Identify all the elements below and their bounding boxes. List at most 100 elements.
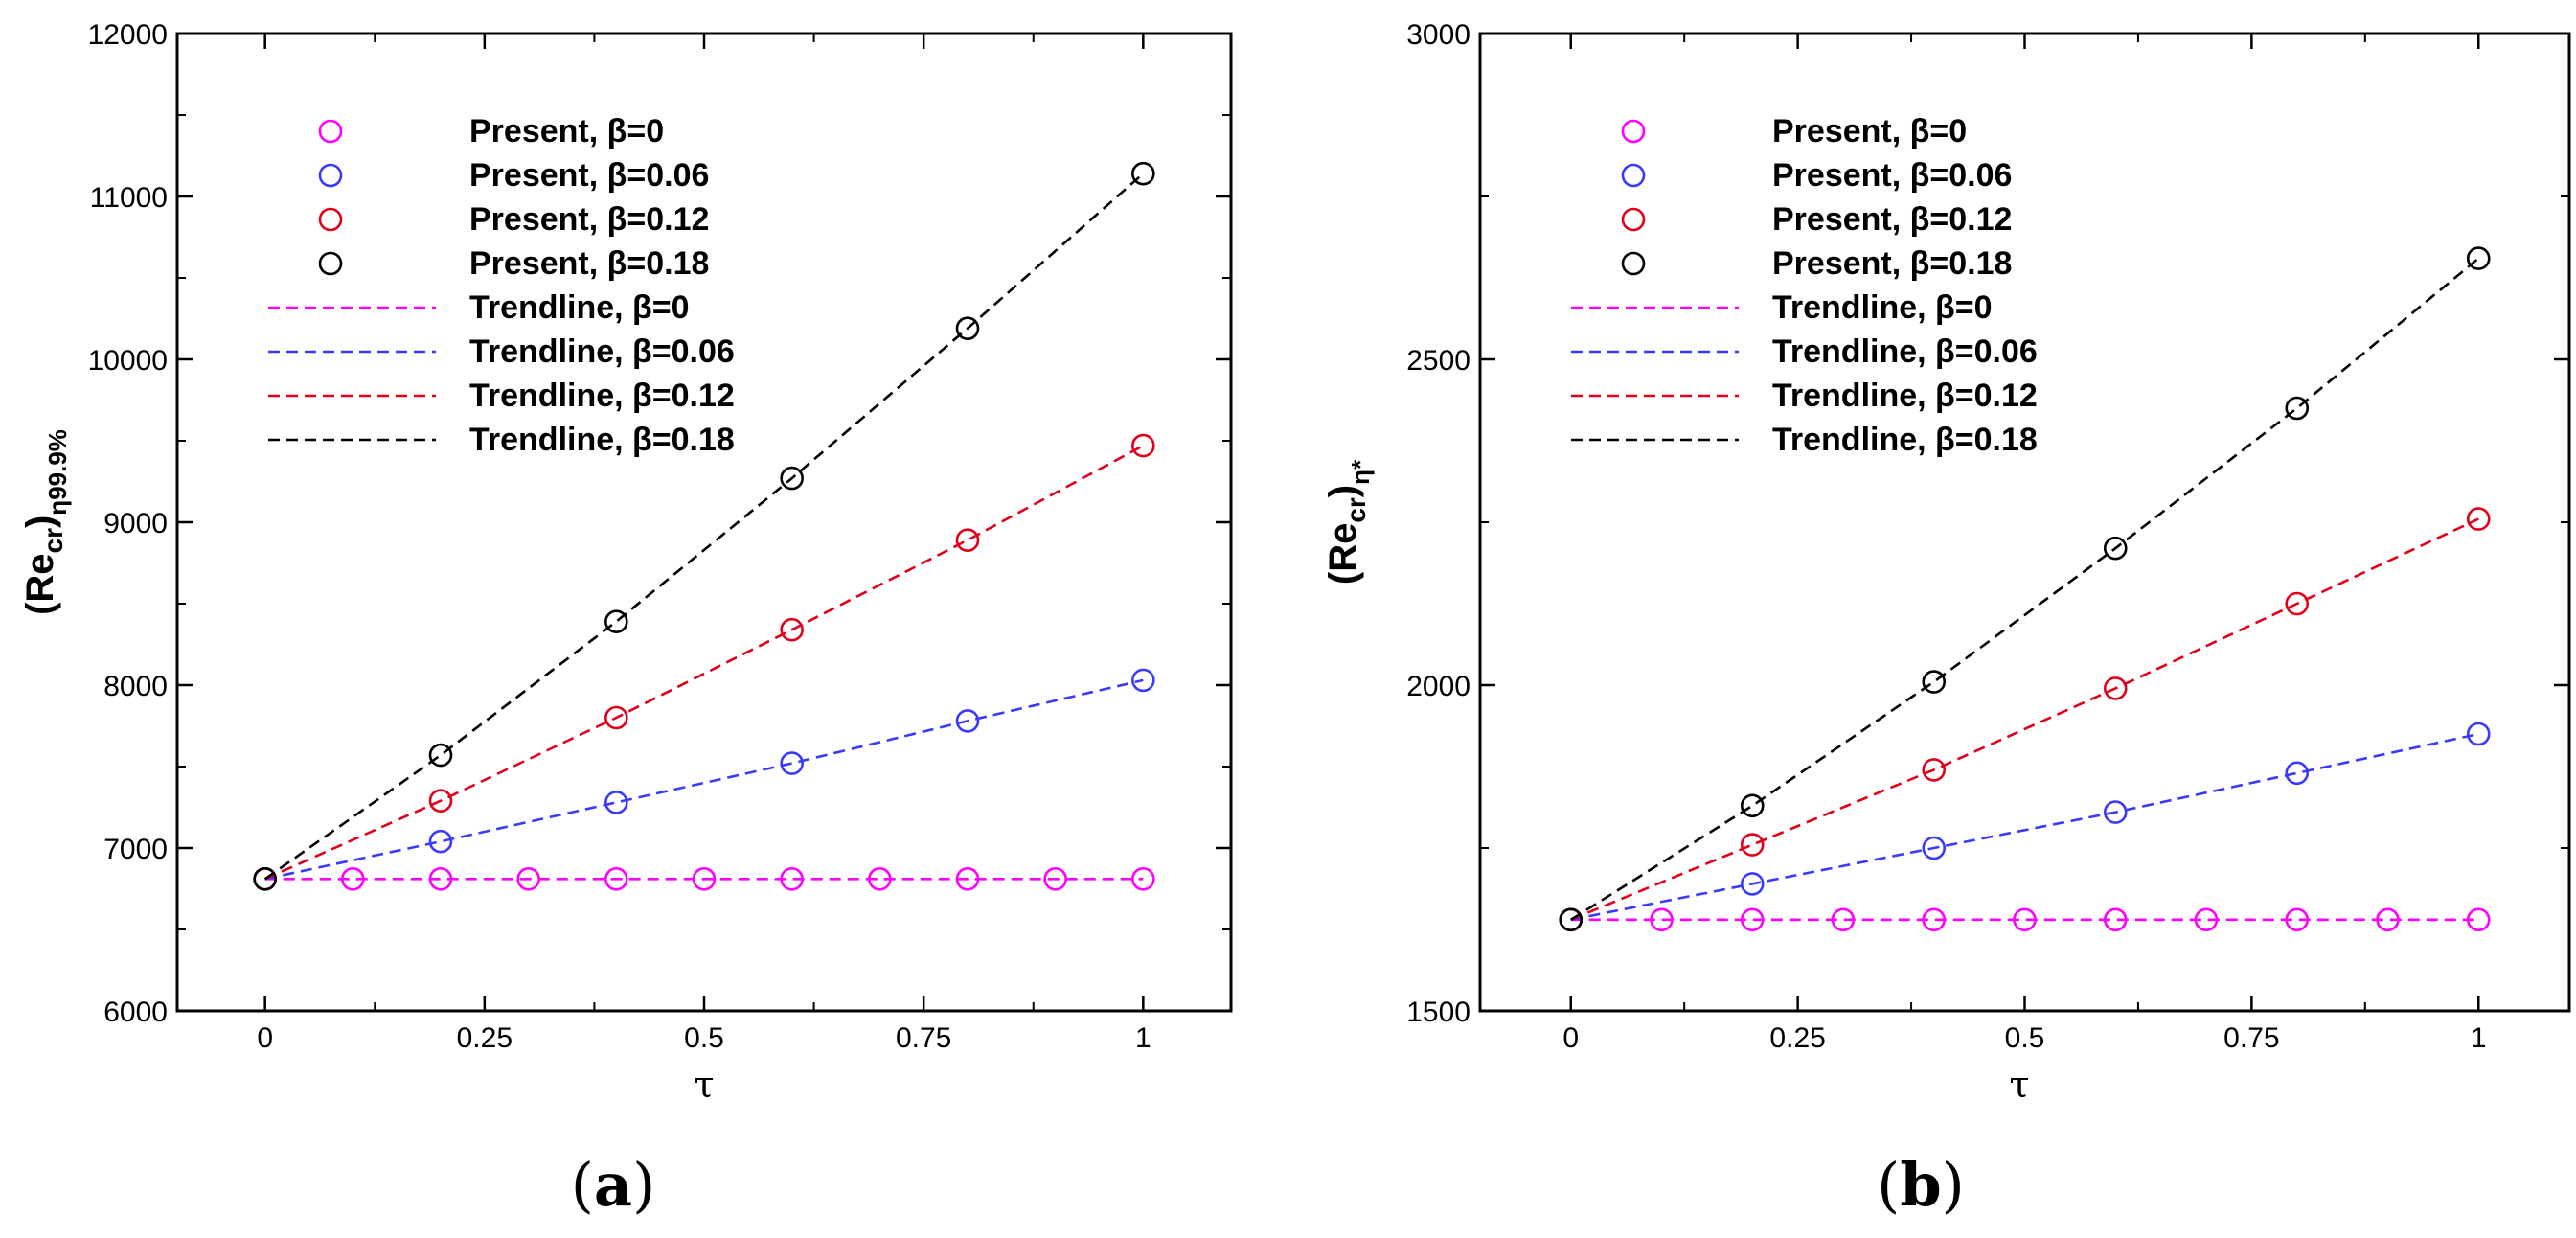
legend-label: Present, β=0.18 xyxy=(1772,245,2012,282)
data-point xyxy=(955,528,980,553)
data-point xyxy=(780,866,804,891)
x-axis-label: τ xyxy=(694,1064,714,1106)
caption-open: ( xyxy=(571,1150,594,1220)
data-point xyxy=(1043,866,1067,891)
data-point xyxy=(780,751,804,775)
data-point xyxy=(780,466,804,491)
x-tick-label: 0.25 xyxy=(457,1022,513,1054)
data-point xyxy=(1131,866,1155,891)
series-present-0-06 xyxy=(1559,722,2491,932)
trendline-trendline-0-18 xyxy=(1570,257,2480,921)
data-point xyxy=(1131,433,1155,458)
legend-marker xyxy=(318,251,343,276)
data-point xyxy=(1740,872,1765,896)
data-point xyxy=(1922,836,1947,860)
data-point xyxy=(516,866,540,891)
legend-label: Present, β=0.12 xyxy=(469,201,709,238)
data-point xyxy=(955,316,980,341)
data-point xyxy=(2285,761,2310,786)
data-point xyxy=(868,866,892,891)
legend-label: Present, β=0.18 xyxy=(469,245,709,282)
data-point xyxy=(2285,396,2310,421)
legend-label: Present, β=0.06 xyxy=(469,157,709,194)
y-label-main: (Re xyxy=(1322,523,1364,585)
data-point xyxy=(2194,907,2219,932)
data-point xyxy=(1559,907,1584,932)
legend-label: Trendline, β=0.18 xyxy=(1772,422,2038,458)
x-tick-label: 1 xyxy=(1135,1022,1151,1054)
data-point xyxy=(1740,793,1765,818)
legend-label: Present, β=0 xyxy=(1772,113,1967,149)
y-label-main: (Re xyxy=(19,553,61,614)
y-tick-label: 8000 xyxy=(103,671,168,702)
series-present-0-12 xyxy=(253,433,1155,891)
data-point xyxy=(2285,591,2310,616)
y-tick-label: 6000 xyxy=(103,997,168,1028)
data-point xyxy=(604,791,628,814)
x-tick-label: 0.5 xyxy=(684,1022,724,1054)
chart-panel-a: 0 0.25 0.5 0.75 1 6000 7000 8000 9000 10000 11000 1… xyxy=(19,19,1233,1220)
y-tick-label: 2500 xyxy=(1406,345,1470,377)
x-tick-label: 0 xyxy=(1562,1022,1579,1054)
data-point xyxy=(2103,800,2128,824)
y-tick-label: 9000 xyxy=(103,508,168,539)
data-point xyxy=(2466,722,2491,746)
y-label-sub-cr: cr xyxy=(1341,497,1371,523)
y-label-close: ) xyxy=(1322,485,1364,497)
legend-label: Present, β=0 xyxy=(469,113,664,149)
legend-label: Trendline, β=0.06 xyxy=(1772,333,2038,370)
data-point xyxy=(604,866,628,891)
series-present-0-06 xyxy=(253,668,1155,891)
data-point xyxy=(604,705,628,730)
legend: Present, β=0 Present, β=0.06 Present, β=0.… xyxy=(1571,113,2038,458)
data-point xyxy=(2376,907,2400,932)
data-point xyxy=(2103,676,2128,700)
x-tick-label: 0.75 xyxy=(2223,1022,2279,1054)
legend-marker xyxy=(1621,119,1646,144)
data-point xyxy=(428,789,453,814)
data-point xyxy=(428,829,453,854)
y-tick-label: 2000 xyxy=(1406,671,1470,702)
y-tick-label: 7000 xyxy=(103,834,168,865)
legend-label: Trendline, β=0 xyxy=(1772,289,1993,326)
caption-close: ) xyxy=(1942,1150,1965,1220)
data-point xyxy=(2103,907,2128,932)
data-point xyxy=(2466,907,2491,932)
data-point xyxy=(428,743,453,768)
legend-marker xyxy=(1621,207,1646,232)
legend-label: Trendline, β=0.12 xyxy=(469,378,735,414)
y-label-close: ) xyxy=(19,516,61,528)
x-tick-label: 1 xyxy=(2471,1022,2487,1054)
caption-open: ( xyxy=(1877,1150,1900,1220)
data-point xyxy=(955,709,980,733)
data-point xyxy=(2466,507,2491,531)
trendline-trendline-0-06 xyxy=(264,678,1144,881)
y-axis-label: (Recr)η99.9% xyxy=(19,429,72,615)
y-label-sub-cr: cr xyxy=(38,528,68,554)
caption-letter: a xyxy=(594,1150,632,1220)
trendline-trendline-0-18 xyxy=(263,172,1145,881)
legend-marker xyxy=(318,163,343,188)
legend-label: Trendline, β=0.06 xyxy=(469,333,735,370)
series-present-0-12 xyxy=(1559,507,2491,932)
y-tick-label: 11000 xyxy=(90,182,168,214)
panel-caption: (b) xyxy=(1877,1150,1965,1220)
data-point xyxy=(1131,161,1155,186)
x-axis-label: τ xyxy=(2009,1064,2029,1106)
trendline-trendline-0-12 xyxy=(264,444,1144,881)
legend-label: Present, β=0.06 xyxy=(1772,157,2012,194)
legend-label: Trendline, β=0.12 xyxy=(1772,378,2038,414)
data-point xyxy=(1922,670,1947,694)
data-point xyxy=(428,866,453,891)
trendline-trendline-0-06 xyxy=(1570,732,2479,922)
y-tick-label: 10000 xyxy=(88,345,168,377)
legend-marker xyxy=(318,119,343,144)
caption-letter: b xyxy=(1900,1150,1941,1220)
data-point xyxy=(604,609,628,634)
data-point xyxy=(780,617,804,642)
x-tick-label: 0.75 xyxy=(896,1022,951,1054)
legend-label: Present, β=0.12 xyxy=(1772,201,2012,238)
data-point xyxy=(1740,833,1765,857)
data-point xyxy=(2466,246,2491,270)
